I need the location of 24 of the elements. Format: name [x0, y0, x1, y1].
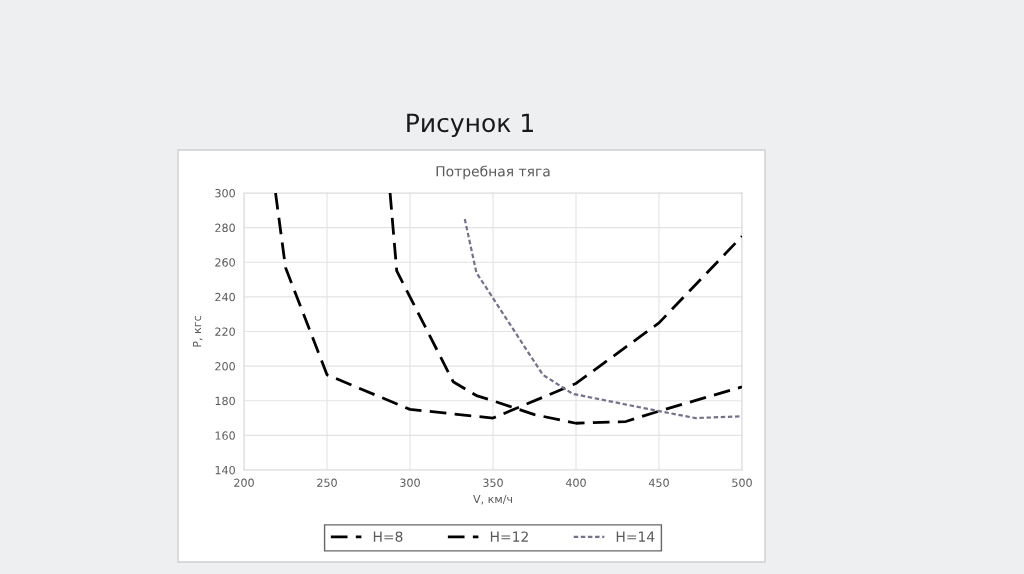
y-tick-label: 280 — [215, 223, 235, 232]
y-tick-label: 220 — [215, 327, 235, 336]
x-tick-label: 500 — [732, 478, 752, 487]
y-tick-label: 180 — [215, 396, 235, 406]
legend-label: H=12 — [490, 531, 528, 542]
y-tick-label: 200 — [215, 362, 235, 371]
y-tick-label: 300 — [215, 188, 235, 198]
text: Рисунок 1 — [407, 113, 533, 138]
y-tick-label: 160 — [215, 431, 235, 440]
line-series — [463, 217, 742, 420]
x-tick-label: 450 — [648, 478, 669, 487]
x-tick-label: 200 — [234, 478, 254, 487]
legend-label: H=8 — [373, 531, 403, 542]
x-axis-title: V, км/ч — [473, 494, 513, 505]
chart-title: Потребная тяга — [436, 165, 550, 180]
x-tick-label: 300 — [400, 478, 420, 487]
y-tick-label: 260 — [215, 258, 235, 267]
y-tick-label: 240 — [215, 292, 235, 302]
x-tick-label: 400 — [565, 478, 586, 487]
x-tick-label: 250 — [317, 478, 337, 487]
y-axis-title: P, кгс — [192, 315, 203, 347]
legend-label: H=14 — [616, 531, 655, 542]
y-tick-label: 140 — [215, 465, 235, 475]
x-tick-label: 350 — [483, 478, 503, 487]
